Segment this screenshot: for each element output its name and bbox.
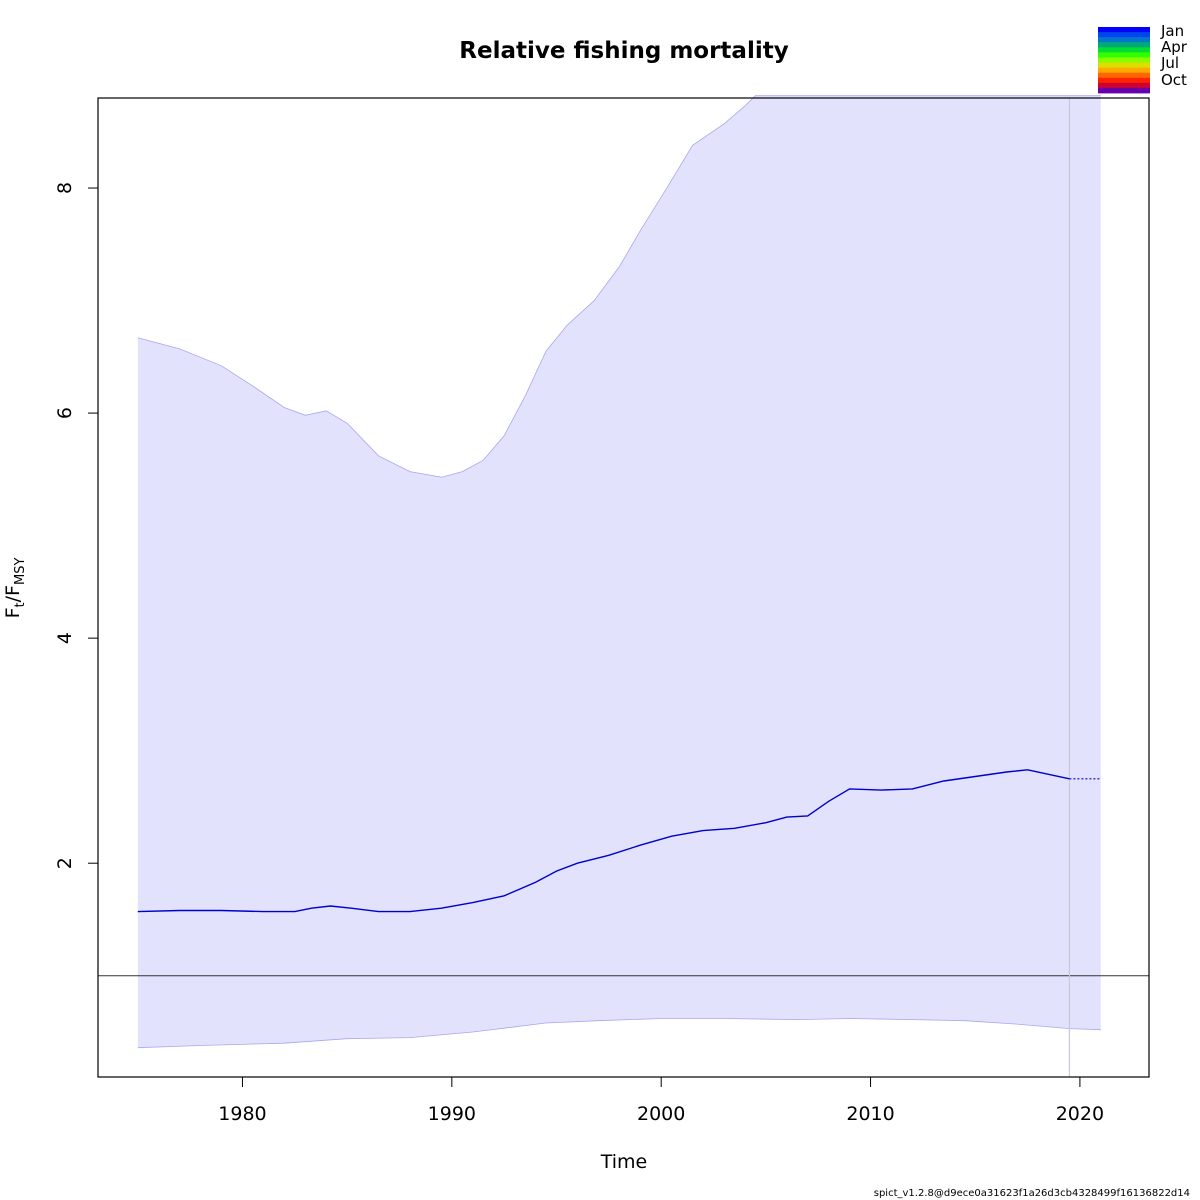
series-line-0	[137, 769, 1070, 913]
axes: 1980 1990 2000 2010 2020 2 4 6 8	[54, 182, 1104, 1125]
x-tick-label: 1990	[428, 1103, 476, 1125]
legend-label-jan: Jan	[1160, 22, 1184, 40]
legend-color-band	[1098, 82, 1150, 89]
legend-color-band	[1098, 87, 1150, 94]
y-axis-label: Ft/FMSY	[2, 558, 28, 619]
y-axis-label-main-2: F	[2, 585, 24, 596]
x-axis-label: Time	[600, 1151, 648, 1173]
legend-label-jul: Jul	[1160, 54, 1179, 72]
legend-color-band	[1098, 37, 1150, 43]
legend-color-band	[1098, 57, 1150, 63]
legend-label-apr: Apr	[1161, 38, 1188, 56]
y-axis-label-slash: /	[2, 595, 24, 602]
y-axis-label-sub-msy: MSY	[13, 558, 28, 585]
ci-lower-line	[137, 1018, 1101, 1049]
y-tick-label: 8	[54, 182, 76, 194]
y-tick-label: 6	[54, 407, 76, 419]
y-tick-label: 4	[54, 632, 76, 644]
legend-color-band	[1098, 47, 1150, 53]
footer-version: spict_v1.2.8@d9ece0a31623f1a26d3cb432849…	[874, 1188, 1190, 1199]
legend-color-band	[1098, 67, 1150, 74]
ci-upper-line	[137, 95, 1101, 478]
y-axis-label-sub-t: t	[13, 602, 28, 607]
y-tick-label: 2	[54, 857, 76, 869]
chart-title: Relative fishing mortality	[459, 38, 788, 64]
legend-color-band	[1098, 42, 1150, 48]
legend-color-band	[1098, 32, 1150, 38]
legend-color-band	[1098, 27, 1150, 33]
legend-color-band	[1098, 77, 1150, 84]
x-tick-label: 2000	[637, 1103, 685, 1125]
plot-area	[98, 95, 1149, 1077]
y-axis-label-main: F	[2, 607, 24, 618]
legend-color-band	[1098, 62, 1150, 69]
legend-label-oct: Oct	[1161, 71, 1187, 89]
x-tick-label: 1980	[218, 1103, 266, 1125]
confidence-band	[137, 95, 1101, 1048]
x-tick-label: 2010	[846, 1103, 894, 1125]
plot-frame	[97, 97, 1150, 1078]
legend-color-band	[1098, 52, 1150, 58]
legend-color-band	[1098, 72, 1150, 79]
x-tick-label: 2020	[1056, 1103, 1104, 1125]
